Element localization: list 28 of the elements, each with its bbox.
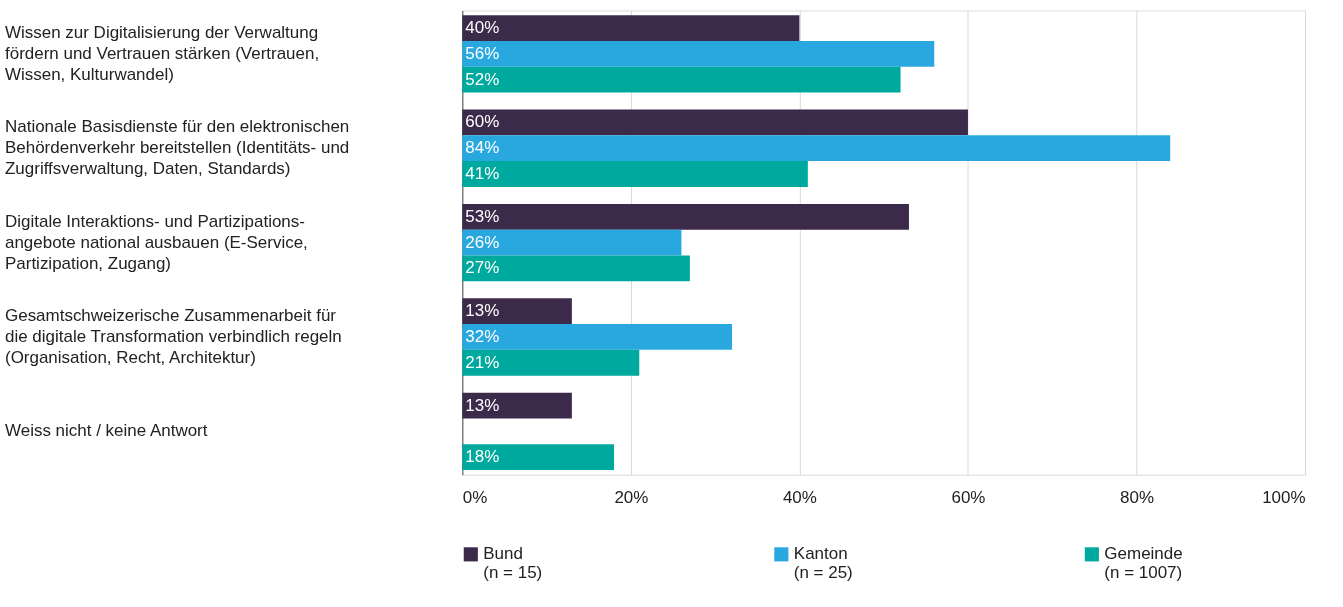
data-label: 21% xyxy=(465,352,500,372)
y-tick-label: Nationale Basisdienste für den elektronischen Behördenverkehr bereitstellen (Identitäts- und Zugriffsverwaltung, Daten, Standards) xyxy=(4,117,350,179)
data-label: 53% xyxy=(465,206,500,226)
data-label: 13% xyxy=(465,301,500,321)
data-label: 13% xyxy=(465,395,500,415)
data-label: 84% xyxy=(465,138,500,158)
y-tick-label: Gesamtschweizerische Zusammenarbeit für die digitale Transformation verbindlich regeln (Organisation, Recht, Architektur) xyxy=(4,305,342,367)
data-label: 40% xyxy=(465,18,500,38)
data-label: 41% xyxy=(465,163,500,183)
x-tick-label: 100% xyxy=(1262,488,1306,508)
y-tick-label: Wissen zur Digitalisierung der Verwaltung fördern und Vertrauen stärken (Vertrauen, Wissen, Kulturwandel) xyxy=(4,22,320,84)
y-tick-label: Weiss nicht / keine Antwort xyxy=(4,421,208,441)
data-label: 32% xyxy=(465,326,500,346)
legend-label: Kanton (n = 25) xyxy=(793,544,853,583)
x-tick-label: 80% xyxy=(1120,488,1154,508)
data-label: 60% xyxy=(465,112,500,132)
x-tick-label: 40% xyxy=(782,488,817,508)
y-tick-label: Digitale Interaktions- und Partizipations- angebote national ausbauen (E-Service, Partizipation, Zugang) xyxy=(4,211,308,273)
data-label: 56% xyxy=(465,43,500,63)
data-label: 52% xyxy=(465,69,500,89)
data-label: 27% xyxy=(465,258,500,278)
x-tick-label: 20% xyxy=(614,488,649,508)
data-label: 18% xyxy=(465,447,500,467)
legend-label: Bund (n = 15) xyxy=(483,544,543,583)
legend-label: Gemeinde (n = 1007) xyxy=(1104,544,1183,583)
data-label: 26% xyxy=(465,232,500,252)
x-tick-label: 60% xyxy=(951,488,986,508)
x-tick-label: 0% xyxy=(462,488,488,508)
